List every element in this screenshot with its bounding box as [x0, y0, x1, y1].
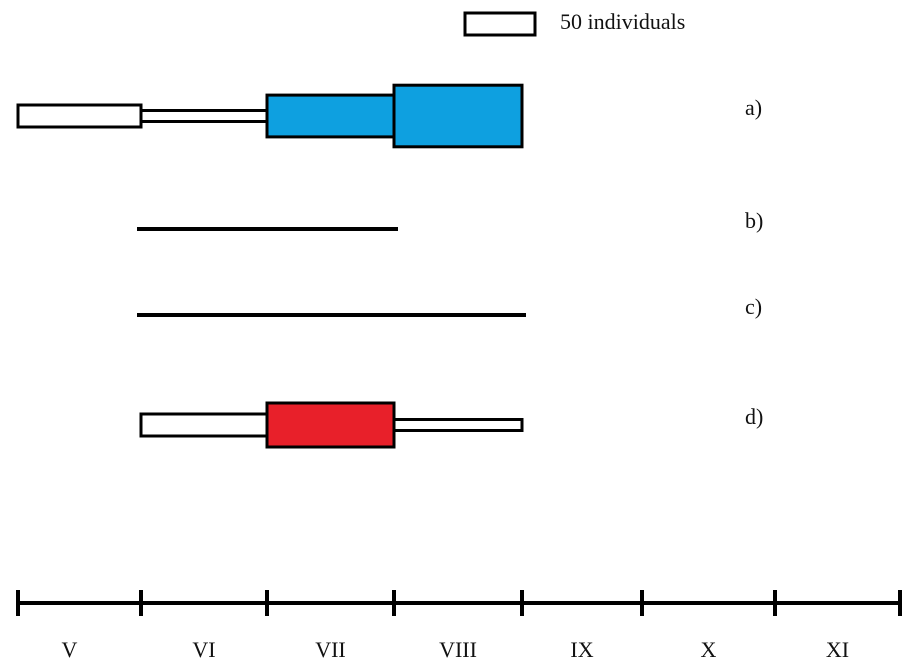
x-tick-label: VII: [315, 637, 346, 662]
kite-segment: [139, 109, 269, 123]
kite-segment: [392, 83, 524, 149]
kite-segment: [139, 412, 269, 438]
x-tick-label: XI: [826, 637, 849, 662]
x-tick-label: IX: [570, 637, 593, 662]
x-tick-label: V: [62, 637, 78, 662]
legend-label: 50 individuals: [560, 9, 685, 34]
x-tick-label: VI: [192, 637, 215, 662]
row-label: a): [745, 95, 762, 120]
x-tick-label: X: [701, 637, 717, 662]
row-label: c): [745, 294, 762, 319]
row-label: d): [745, 404, 763, 429]
x-tick-label: VIII: [439, 637, 477, 662]
kite-segment: [265, 93, 396, 139]
legend-box: [463, 11, 537, 37]
kite-segment: [392, 418, 524, 432]
kite-segment: [16, 103, 143, 129]
row-label: b): [745, 208, 763, 233]
kite-segment: [265, 401, 396, 449]
